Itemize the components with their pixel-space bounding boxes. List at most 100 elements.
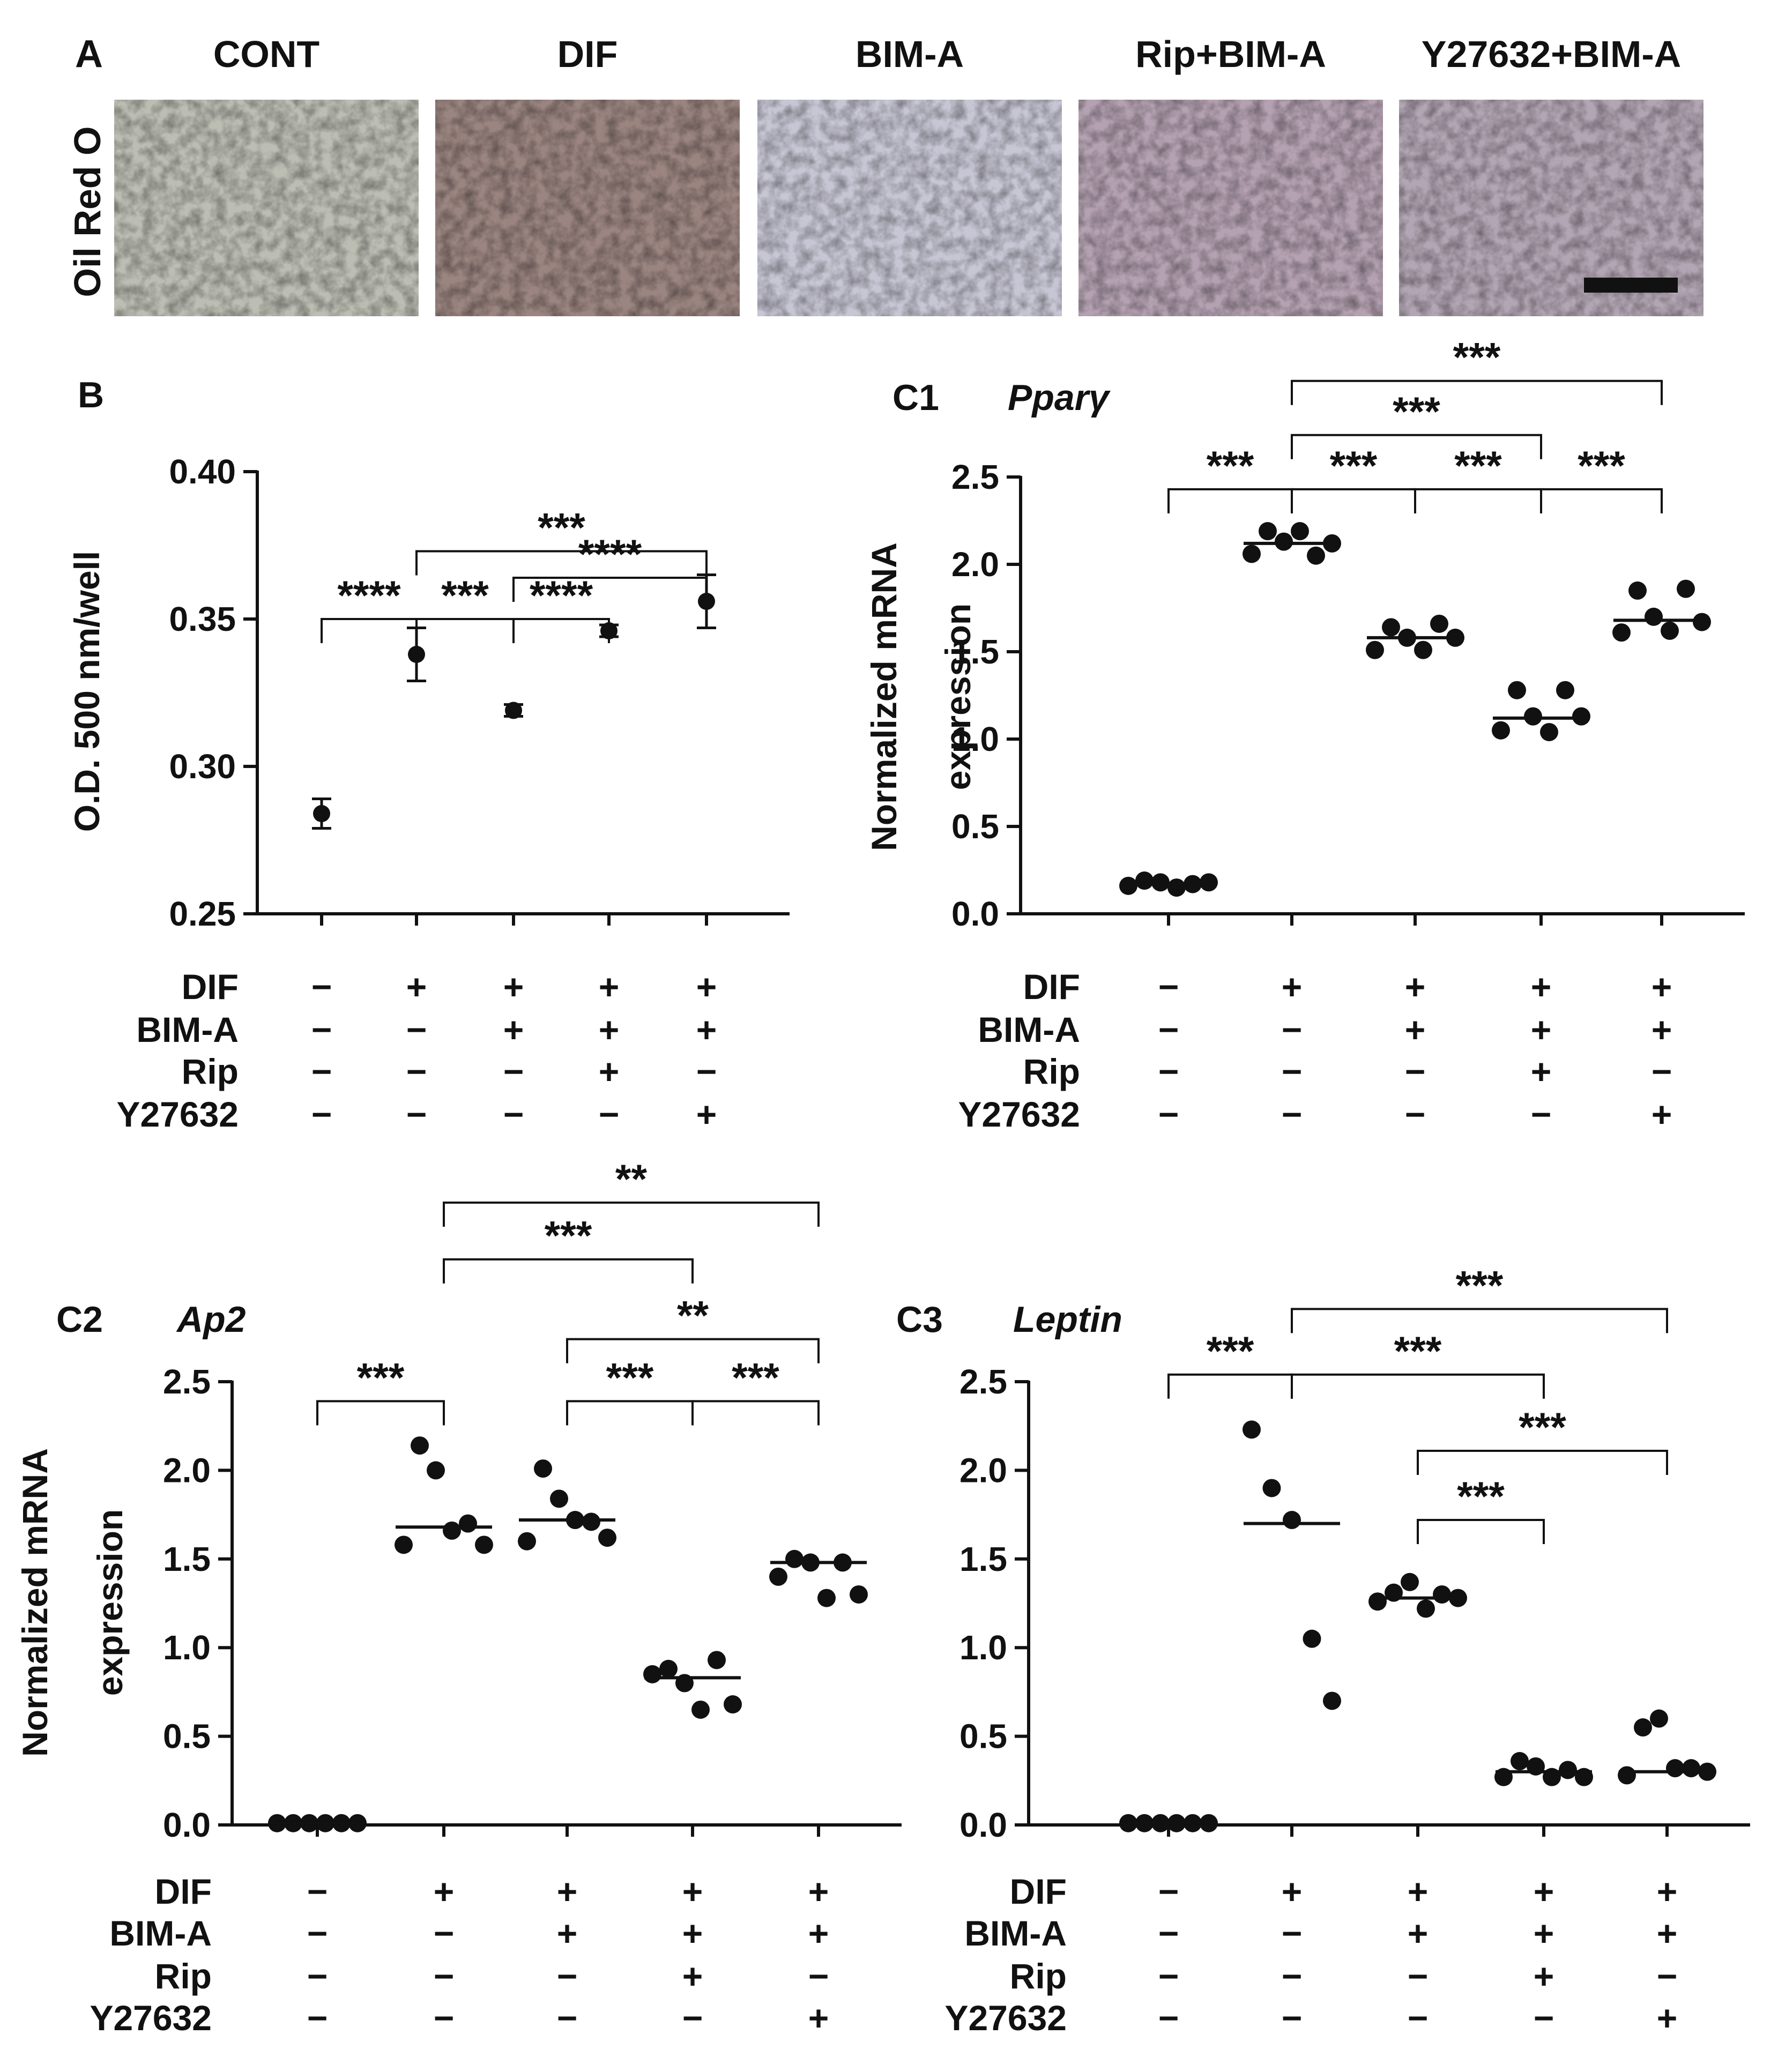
treatment-label-B-2: Rip (182, 1052, 239, 1091)
y-tick-label-C2-1: 0.5 (163, 1717, 211, 1756)
treatment-mark-C2-1-3: + (682, 1913, 703, 1953)
y-tick-label-C3-5: 2.5 (959, 1362, 1007, 1401)
treatment-label-B-3: Y27632 (116, 1094, 239, 1134)
data-point-C3-1-4 (1323, 1691, 1341, 1710)
treatment-mark-B-2-0: − (311, 1052, 332, 1091)
treatment-mark-B-1-3: + (599, 1010, 620, 1049)
data-point-C1-4-3 (1661, 621, 1679, 640)
data-point-C2-1-1 (411, 1436, 429, 1455)
data-point-C1-1-2 (1275, 532, 1293, 551)
panel-a-label: A (75, 33, 103, 76)
treatment-mark-C2-2-2: − (557, 1956, 578, 1996)
treatment-mark-B-2-3: + (599, 1052, 620, 1091)
mean-point-B-1 (408, 646, 425, 663)
treatment-mark-B-0-0: − (311, 967, 332, 1007)
significance-stars-C1-3: *** (1330, 443, 1378, 489)
panel-a: A Oil Red O CONT DIF BIM-A Rip+BIM-A Y27632+… (66, 33, 1703, 316)
treatment-label-C2-2: Rip (155, 1956, 212, 1996)
significance-stars-C3-3: *** (1519, 1405, 1566, 1450)
panel-label-C2: C2 (56, 1299, 103, 1340)
data-point-C2-3-3 (691, 1700, 710, 1719)
treatment-mark-C1-1-1: − (1282, 1010, 1303, 1049)
panel-label-C1: C1 (892, 377, 939, 418)
data-point-C1-0-2 (1151, 873, 1170, 892)
treatment-mark-C3-0-3: + (1534, 1872, 1554, 1911)
data-point-C2-3-0 (643, 1665, 661, 1683)
data-point-C1-3-3 (1540, 722, 1558, 741)
treatment-mark-C1-0-1: + (1282, 967, 1303, 1007)
significance-stars-C2-5: *** (732, 1355, 779, 1400)
treatment-mark-B-1-1: − (406, 1010, 427, 1049)
y-tick-label-C3-4: 2.0 (959, 1451, 1007, 1489)
data-point-C3-3-1 (1511, 1751, 1529, 1770)
column-label-1: DIF (557, 33, 618, 75)
y-tick-label-C2-0: 0.0 (163, 1806, 211, 1844)
treatment-label-C3-2: Rip (1010, 1956, 1067, 1996)
treatment-mark-B-3-0: − (311, 1094, 332, 1134)
treatment-mark-C2-1-4: + (808, 1913, 829, 1953)
significance-stars-C2-0: ** (615, 1157, 648, 1202)
treatment-mark-C2-2-4: − (808, 1956, 829, 1996)
treatment-mark-B-0-1: + (406, 967, 427, 1007)
treatment-mark-B-1-2: + (503, 1010, 524, 1049)
data-point-C3-4-1 (1634, 1718, 1652, 1737)
y-tick-label-C1-2: 1.0 (951, 720, 999, 758)
treatment-mark-C2-2-0: − (307, 1956, 328, 1996)
y-tick-label-C3-0: 0.0 (959, 1806, 1007, 1844)
data-point-C3-1-2 (1283, 1511, 1301, 1530)
treatment-label-B-0: DIF (182, 967, 239, 1007)
significance-stars-B-0: *** (538, 505, 585, 551)
significance-stars-C3-4: *** (1457, 1474, 1505, 1519)
treatment-mark-C1-0-0: − (1158, 967, 1179, 1007)
data-point-C1-4-5 (1693, 613, 1711, 631)
data-point-C1-4-1 (1628, 581, 1647, 600)
panel-c2-chart: C2 Ap2 Normalized mRNA expression 0.0 0.5 1.0 1… (15, 1157, 902, 2038)
treatment-mark-B-3-2: − (503, 1094, 524, 1134)
treatment-mark-C2-3-4: + (808, 1998, 829, 2038)
significance-bracket-C3-4 (1417, 1519, 1545, 1545)
significance-stars-C2-4: *** (606, 1355, 654, 1400)
treatment-mark-C3-0-4: + (1657, 1872, 1678, 1911)
y-tick-label-B-2: 0.35 (169, 600, 236, 638)
treatment-mark-C1-3-2: − (1405, 1094, 1426, 1134)
y-tick-label-C1-5: 2.5 (951, 458, 999, 496)
treatment-mark-C1-3-0: − (1158, 1094, 1179, 1134)
treatment-mark-C3-3-3: − (1534, 1998, 1554, 2038)
significance-stars-C2-1: *** (545, 1213, 592, 1259)
significance-bracket-C3-3 (1417, 1450, 1668, 1475)
treatment-mark-C1-3-3: − (1531, 1094, 1552, 1134)
data-point-C3-4-4 (1682, 1759, 1700, 1778)
significance-bracket-C3-2 (1291, 1373, 1545, 1399)
y-tick-label-B-0: 0.25 (169, 895, 236, 933)
treatment-label-C1-1: BIM-A (978, 1010, 1080, 1049)
significance-bracket-C1-3 (1291, 488, 1416, 513)
treatment-mark-C1-2-2: − (1405, 1052, 1426, 1091)
data-point-C2-4-5 (850, 1585, 868, 1604)
significance-stars-C1-0: *** (1453, 335, 1501, 381)
y-tick-label-C1-0: 0.0 (951, 895, 999, 933)
y-axis-label-C2: Normalized mRNA expression (15, 1448, 130, 1757)
treatment-mark-C3-0-2: + (1408, 1872, 1429, 1911)
data-point-C2-2-4 (582, 1512, 600, 1531)
treatment-mark-C3-3-4: + (1657, 1998, 1678, 2038)
data-point-C2-4-0 (769, 1567, 787, 1586)
significance-bracket-C2-1 (443, 1258, 694, 1284)
significance-bracket-B-2 (321, 618, 418, 643)
treatment-label-C3-3: Y27632 (944, 1998, 1067, 2038)
data-point-C1-3-1 (1508, 681, 1526, 699)
y-tick-label-C1-1: 0.5 (951, 807, 999, 846)
data-point-C2-2-0 (518, 1532, 536, 1551)
data-point-C2-3-5 (724, 1695, 742, 1714)
treatment-mark-C1-0-2: + (1405, 967, 1426, 1007)
significance-bracket-C2-2 (566, 1338, 820, 1363)
treatment-mark-B-2-1: − (406, 1052, 427, 1091)
treatment-mark-B-0-4: + (696, 967, 717, 1007)
treatment-mark-C3-1-0: − (1158, 1913, 1179, 1953)
data-point-C1-0-0 (1119, 876, 1137, 895)
data-point-C2-1-3 (443, 1521, 461, 1540)
treatment-mark-C1-3-4: + (1651, 1094, 1672, 1134)
y-tick-label-C1-4: 2.0 (951, 545, 999, 584)
panel-label-B: B (78, 375, 104, 415)
data-point-C1-3-2 (1524, 707, 1542, 726)
